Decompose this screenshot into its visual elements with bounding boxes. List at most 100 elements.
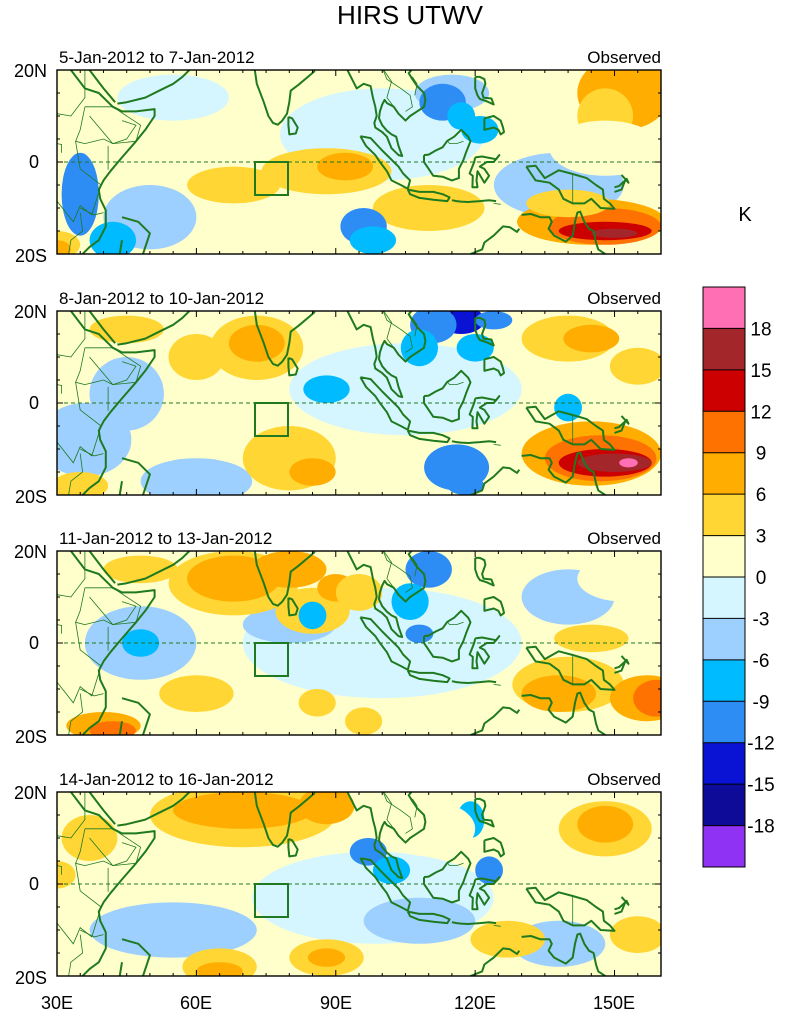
coastline (620, 655, 630, 665)
country-border (80, 448, 104, 457)
anomaly-region (391, 583, 429, 620)
coastline (88, 70, 116, 103)
colorbar-swatch (703, 452, 745, 495)
coastline (70, 551, 156, 735)
coastline (231, 792, 316, 848)
y-tick-label: 20N (14, 542, 47, 562)
country-border (57, 311, 86, 358)
coastline (359, 376, 412, 431)
coastline (287, 356, 299, 377)
anomaly-region (521, 675, 596, 712)
country-border (412, 317, 418, 337)
borders-layer (57, 311, 574, 495)
coastline (319, 551, 427, 638)
coastline (474, 316, 495, 347)
anomaly-region (526, 189, 610, 218)
coastline (121, 457, 151, 495)
coastline (468, 154, 501, 189)
country-border (446, 140, 464, 144)
coastline (287, 596, 299, 617)
anomaly-region (289, 343, 522, 436)
coastline (287, 837, 299, 858)
map-clip-area (57, 551, 661, 735)
country-border (383, 311, 395, 349)
coastline (451, 921, 497, 925)
country-border (57, 624, 62, 634)
anomaly-region (173, 792, 313, 829)
coastline (117, 551, 191, 586)
colorbar-swatch (703, 577, 745, 619)
coastline (287, 115, 299, 136)
anomaly-region (298, 601, 327, 630)
axis-ticks (56, 310, 662, 496)
y-tick-label: 20S (15, 246, 47, 266)
anomaly-region (577, 453, 652, 472)
borders-layer (57, 551, 574, 735)
panel-source: Observed (587, 48, 661, 67)
coastline (359, 135, 412, 190)
coastline (88, 311, 116, 344)
country-border (75, 347, 142, 386)
study-region-box (254, 402, 289, 437)
colorbar-level-label: 6 (756, 485, 767, 506)
coastline (620, 896, 630, 906)
country-border (493, 684, 501, 686)
country-border (68, 453, 84, 495)
anomaly-region (298, 689, 336, 717)
y-tick-label: 20N (14, 302, 47, 322)
country-border (412, 798, 418, 818)
anomaly-region (140, 458, 253, 495)
coastline (468, 395, 501, 430)
country-border (446, 621, 464, 625)
panel-date-range: 5-Jan-2012 to 7-Jan-2012 (59, 48, 255, 67)
anomaly-region (61, 152, 99, 236)
country-border (89, 837, 137, 867)
x-tick-label: 90E (320, 993, 352, 1013)
panel-source: Observed (587, 770, 661, 789)
anomaly-region (228, 324, 285, 362)
colorbar-swatch (703, 411, 745, 454)
x-tick-label: 120E (454, 993, 496, 1013)
x-axis-labels: 30E 60E 90E 120E 150E (41, 993, 635, 1013)
axis-ticks (56, 69, 662, 255)
country-border (89, 596, 137, 626)
y-tick-label: 0 (29, 152, 39, 172)
y-tick-label: 20S (15, 487, 47, 507)
map-panel: 5-Jan-2012 to 7-Jan-2012 Observed 20N 0 … (14, 48, 662, 266)
coastline (319, 792, 427, 879)
study-region-box (254, 161, 289, 196)
coastline (451, 199, 497, 203)
coastline (423, 850, 472, 904)
coastline (117, 70, 191, 105)
colorbar-swatch (703, 618, 745, 661)
anomaly-region (609, 916, 661, 953)
coastline (70, 311, 156, 495)
country-border (57, 865, 62, 875)
map-panel: 8-Jan-2012 to 10-Jan-2012 Observed 20N 0… (14, 289, 662, 507)
x-tick-label: 30E (41, 993, 73, 1013)
anomaly-region (117, 74, 229, 121)
colorbar-swatch (703, 742, 745, 785)
country-border (68, 693, 84, 735)
map-clip-area (57, 792, 661, 976)
colorbar-level-label: -3 (753, 609, 770, 630)
colorbar-swatch (703, 535, 745, 578)
anomaly-region (252, 551, 327, 588)
coastline (231, 70, 316, 126)
axis-ticks (56, 791, 662, 977)
coastline (121, 697, 151, 735)
borders-layer (57, 792, 574, 976)
coastline (118, 481, 123, 495)
colorbar-level-label: -9 (753, 692, 770, 713)
country-border (57, 622, 102, 704)
country-border (57, 141, 102, 223)
anomaly-region (289, 458, 336, 486)
panel-date-range: 8-Jan-2012 to 10-Jan-2012 (59, 289, 264, 308)
panel-date-range: 11-Jan-2012 to 13-Jan-2012 (59, 529, 272, 548)
anomaly-region (345, 707, 383, 735)
coastline (406, 910, 451, 925)
country-border (68, 212, 84, 254)
country-border (57, 143, 62, 153)
country-border (75, 587, 142, 626)
y-tick-label: 0 (29, 393, 39, 413)
